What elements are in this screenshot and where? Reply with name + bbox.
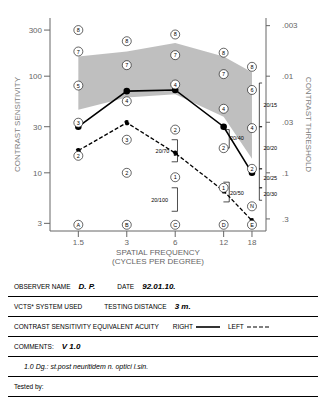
svg-text:20/15: 20/15	[263, 102, 277, 108]
svg-text:C: C	[173, 222, 177, 228]
svg-text:20/30: 20/30	[263, 191, 277, 197]
svg-text:3: 3	[125, 238, 130, 247]
html-text:DATE: DATE	[117, 283, 135, 290]
svg-text:8: 8	[174, 31, 177, 37]
svg-text:7: 7	[174, 52, 177, 58]
svg-text:2: 2	[250, 166, 253, 172]
svg-text:6: 6	[250, 87, 253, 93]
html-text:OBSERVER NAME: OBSERVER NAME	[14, 283, 71, 290]
svg-text:20/20: 20/20	[263, 145, 277, 151]
html-text:Tested by:: Tested by:	[14, 383, 44, 390]
svg-text:8: 8	[222, 50, 225, 56]
svg-text:.01: .01	[282, 72, 294, 81]
svg-text:2: 2	[125, 170, 128, 176]
svg-text:20/70: 20/70	[156, 148, 170, 154]
html-text:COMMENTS:: COMMENTS:	[14, 343, 54, 350]
svg-text:18: 18	[248, 238, 257, 247]
html-text:92.01.10.: 92.01.10.	[142, 282, 176, 291]
svg-text:E: E	[250, 222, 254, 228]
html-text:CONTRAST SENSITIVITY EQUIVALEN: CONTRAST SENSITIVITY EQUIVALENT ACUITY	[14, 323, 159, 330]
html-text:VCTS* SYSTEM USED: VCTS* SYSTEM USED	[14, 303, 83, 310]
html-text:3 m.: 3 m.	[174, 302, 191, 311]
svg-text:4: 4	[222, 106, 225, 112]
html-text:V 1.0: V 1.0	[61, 342, 81, 351]
svg-text:20/50: 20/50	[230, 190, 244, 196]
svg-text:7: 7	[222, 71, 225, 77]
svg-text:6: 6	[173, 238, 178, 247]
svg-text:1: 1	[222, 185, 225, 191]
svg-text:7: 7	[77, 49, 80, 55]
svg-text:5: 5	[77, 83, 80, 89]
svg-text:A: A	[76, 222, 80, 228]
svg-text:30: 30	[33, 123, 42, 132]
svg-text:100: 100	[29, 72, 43, 81]
svg-text:2: 2	[77, 153, 80, 159]
svg-text:.03: .03	[282, 118, 294, 127]
html-text:TESTING DISTANCE: TESTING DISTANCE	[104, 303, 167, 310]
svg-text:20/100: 20/100	[151, 197, 168, 203]
svg-text:1.5: 1.5	[73, 238, 85, 247]
svg-text:CONTRAST THRESHOLD: CONTRAST THRESHOLD	[304, 77, 313, 172]
svg-text:.1: .1	[282, 169, 289, 178]
svg-text:20/25: 20/25	[263, 175, 277, 181]
svg-text:20/40: 20/40	[230, 135, 244, 141]
svg-text:3: 3	[125, 137, 128, 143]
svg-text:CONTRAST SENSITIVITY: CONTRAST SENSITIVITY	[13, 76, 22, 172]
svg-text:8: 8	[250, 64, 253, 70]
svg-text:4: 4	[125, 98, 128, 104]
svg-text:300: 300	[29, 26, 43, 35]
svg-text:D: D	[222, 222, 226, 228]
html-text:1.0 Dg.: st.post neuritidem n.: 1.0 Dg.: st.post neuritidem n. optici l.…	[24, 363, 149, 370]
svg-text:8: 8	[77, 27, 80, 33]
svg-text:N: N	[250, 203, 254, 209]
svg-text:2: 2	[222, 145, 225, 151]
svg-text:B: B	[125, 222, 129, 228]
svg-text:12: 12	[219, 238, 228, 247]
svg-text:SPATIAL FREQUENCY(CYCLES PER D: SPATIAL FREQUENCY(CYCLES PER DEGREE)	[112, 248, 204, 266]
svg-text:.3: .3	[282, 215, 289, 224]
svg-text:.003: .003	[282, 21, 298, 30]
svg-text:8: 8	[125, 38, 128, 44]
svg-text:3: 3	[77, 120, 80, 126]
svg-text:4: 4	[174, 82, 177, 88]
svg-text:4: 4	[250, 125, 253, 131]
html-text:LEFT: LEFT	[228, 323, 244, 330]
svg-text:7: 7	[125, 62, 128, 68]
html-text:RIGHT: RIGHT	[172, 323, 193, 330]
svg-text:10: 10	[33, 169, 42, 178]
svg-text:1: 1	[174, 174, 177, 180]
html-text:D. P.: D. P.	[78, 282, 96, 291]
svg-text:2: 2	[174, 127, 177, 133]
svg-text:3: 3	[38, 219, 43, 228]
